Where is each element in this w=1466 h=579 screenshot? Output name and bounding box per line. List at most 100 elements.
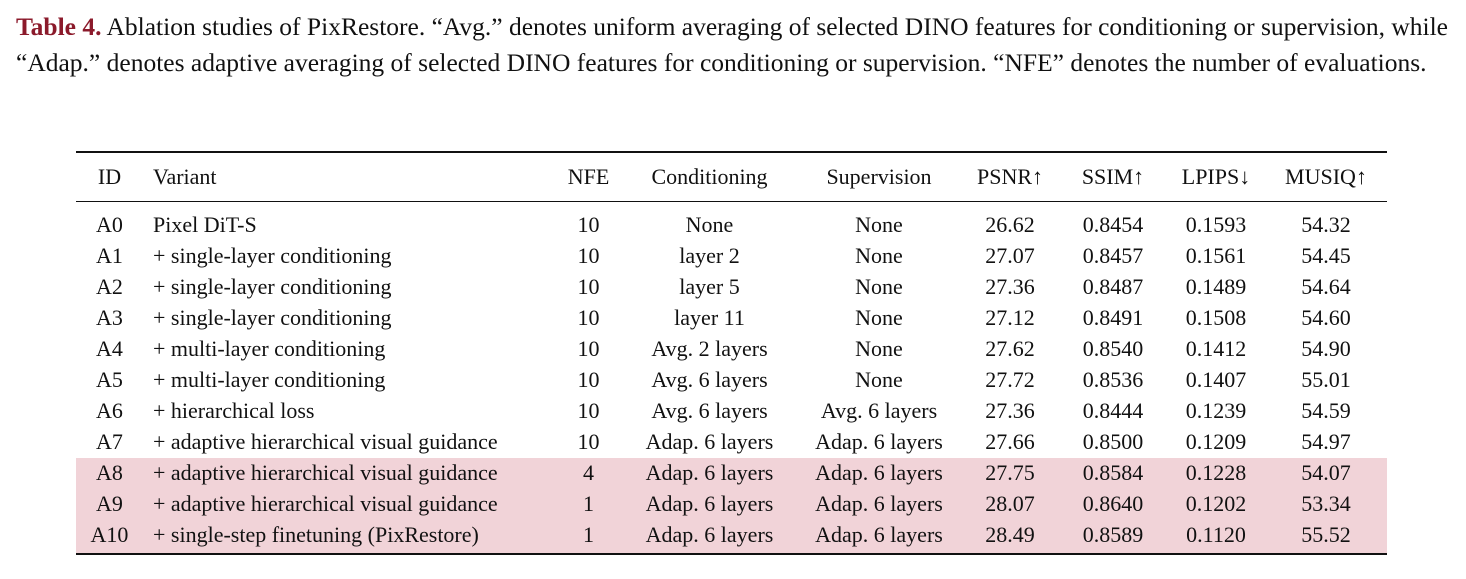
cell-lpips: 0.1209	[1185, 429, 1247, 454]
cell-psnr: 27.07	[985, 243, 1035, 268]
cell-id: A3	[96, 305, 123, 330]
cell-ssim: 0.8491	[1082, 305, 1144, 330]
table-caption: Table 4. Ablation studies of PixRestore.…	[16, 9, 1456, 81]
cell-lpips: 0.1489	[1185, 274, 1247, 299]
cell-conditioning: layer 5	[679, 274, 740, 299]
table-body: A0 Pixel DiT-S 10 None None 26.62 0.8454 0.1593…	[76, 201, 1387, 554]
table-row: A4 + multi-layer conditioning 10 Avg. 2 lay…	[76, 334, 1387, 365]
cell-supervision: Adap. 6 layers	[797, 457, 961, 489]
cell-conditioning: Adap. 6 layers	[622, 488, 797, 520]
cell-supervision: None	[855, 212, 903, 237]
cell-nfe: 1	[555, 488, 622, 520]
caption-text: Ablation studies of PixRestore. “Avg.” d…	[16, 12, 1448, 77]
cell-nfe: 10	[577, 429, 600, 454]
cell-lpips: 0.1561	[1185, 243, 1247, 268]
cell-supervision: None	[855, 367, 903, 392]
cell-nfe: 10	[577, 336, 600, 361]
cell-ssim: 0.8500	[1082, 429, 1144, 454]
ablation-table: ID Variant NFE Conditioning Supervision …	[76, 151, 1387, 555]
cell-lpips: 0.1407	[1185, 367, 1247, 392]
cell-lpips: 0.1120	[1167, 519, 1265, 554]
col-header-musiq: MUSIQ↑	[1285, 163, 1367, 189]
cell-id: A7	[96, 429, 123, 454]
col-header-supervision: Supervision	[826, 163, 932, 189]
cell-id: A4	[96, 336, 123, 361]
cell-conditioning: Avg. 6 layers	[651, 367, 768, 392]
cell-variant: + single-layer conditioning	[153, 243, 392, 268]
cell-psnr: 27.75	[961, 457, 1059, 489]
table-row: A1 + single-layer conditioning 10 layer 2 No…	[76, 241, 1387, 272]
table-row: A6 + hierarchical loss 10 Avg. 6 layers Avg.…	[76, 396, 1387, 427]
cell-variant: + multi-layer conditioning	[153, 336, 386, 361]
cell-psnr: 26.62	[985, 212, 1035, 237]
col-header-variant: Variant	[153, 163, 217, 189]
cell-lpips: 0.1239	[1185, 398, 1247, 423]
cell-id: A0	[96, 212, 123, 237]
cell-supervision: Adap. 6 layers	[815, 429, 943, 454]
cell-supervision: None	[855, 243, 903, 268]
cell-psnr: 27.36	[985, 398, 1035, 423]
col-header-id: ID	[97, 163, 122, 189]
cell-variant: + single-layer conditioning	[153, 274, 392, 299]
cell-musiq: 55.01	[1301, 367, 1351, 392]
cell-lpips: 0.1202	[1167, 488, 1265, 520]
table-row: A7 + adaptive hierarchical visual guidanc…	[76, 427, 1387, 458]
header-row: ID Variant NFE Conditioning Supervision …	[76, 152, 1387, 201]
cell-musiq: 54.60	[1301, 305, 1351, 330]
cell-supervision: Avg. 6 layers	[820, 398, 938, 423]
table-header: ID Variant NFE Conditioning Supervision …	[76, 152, 1387, 201]
cell-ssim: 0.8589	[1059, 519, 1167, 554]
cell-nfe: 10	[577, 398, 600, 423]
cell-conditioning: Adap. 6 layers	[622, 457, 797, 489]
cell-conditioning: Avg. 6 layers	[651, 398, 768, 423]
cell-ssim: 0.8640	[1059, 488, 1167, 520]
cell-variant: + adaptive hierarchical visual guidance	[143, 488, 555, 520]
cell-lpips: 0.1508	[1185, 305, 1247, 330]
cell-musiq: 54.07	[1265, 457, 1387, 489]
cell-ssim: 0.8457	[1082, 243, 1144, 268]
cell-id: A5	[96, 367, 123, 392]
table-row: A10 + single-step finetuning (PixRestore)…	[76, 519, 1387, 554]
cell-musiq: 54.59	[1301, 398, 1351, 423]
cell-nfe: 10	[577, 367, 600, 392]
cell-musiq: 54.90	[1301, 336, 1351, 361]
cell-ssim: 0.8444	[1082, 398, 1144, 423]
cell-ssim: 0.8584	[1059, 457, 1167, 489]
cell-nfe: 1	[555, 519, 622, 554]
cell-supervision: None	[855, 336, 903, 361]
cell-conditioning: Adap. 6 layers	[645, 429, 774, 454]
cell-ssim: 0.8487	[1082, 274, 1144, 299]
col-header-ssim: SSIM↑	[1081, 163, 1145, 189]
cell-id: A2	[96, 274, 123, 299]
cell-musiq: 55.52	[1265, 519, 1387, 554]
col-header-nfe: NFE	[567, 163, 610, 189]
cell-musiq: 53.34	[1265, 488, 1387, 520]
ablation-table-container: ID Variant NFE Conditioning Supervision …	[76, 151, 1387, 555]
cell-variant: + multi-layer conditioning	[153, 367, 386, 392]
cell-id: A1	[96, 243, 123, 268]
cell-psnr: 27.66	[985, 429, 1035, 454]
cell-nfe: 10	[577, 212, 600, 237]
table-row: A0 Pixel DiT-S 10 None None 26.62 0.8454 0.1593…	[76, 201, 1387, 241]
cell-id: A9	[76, 488, 143, 520]
col-header-conditioning: Conditioning	[651, 163, 768, 189]
cell-nfe: 10	[577, 274, 600, 299]
cell-psnr: 28.49	[961, 519, 1059, 554]
col-header-psnr: PSNR↑	[976, 163, 1044, 189]
cell-conditioning: None	[685, 212, 734, 237]
col-header-lpips: LPIPS↓	[1181, 163, 1251, 189]
cell-variant: + single-layer conditioning	[153, 305, 392, 330]
caption-label: Table 4.	[16, 12, 102, 41]
cell-lpips: 0.1412	[1185, 336, 1247, 361]
cell-lpips: 0.1593	[1185, 212, 1247, 237]
cell-nfe: 10	[577, 305, 600, 330]
cell-conditioning: layer 11	[674, 305, 745, 330]
table-row: A2 + single-layer conditioning 10 layer 5 No…	[76, 272, 1387, 303]
table-row: A9 + adaptive hierarchical visual guidanc…	[76, 488, 1387, 520]
cell-musiq: 54.97	[1301, 429, 1351, 454]
cell-musiq: 54.64	[1301, 274, 1351, 299]
cell-conditioning: layer 2	[679, 243, 740, 268]
cell-ssim: 0.8454	[1082, 212, 1144, 237]
cell-id: A8	[76, 457, 143, 489]
cell-variant: + hierarchical loss	[153, 398, 315, 423]
